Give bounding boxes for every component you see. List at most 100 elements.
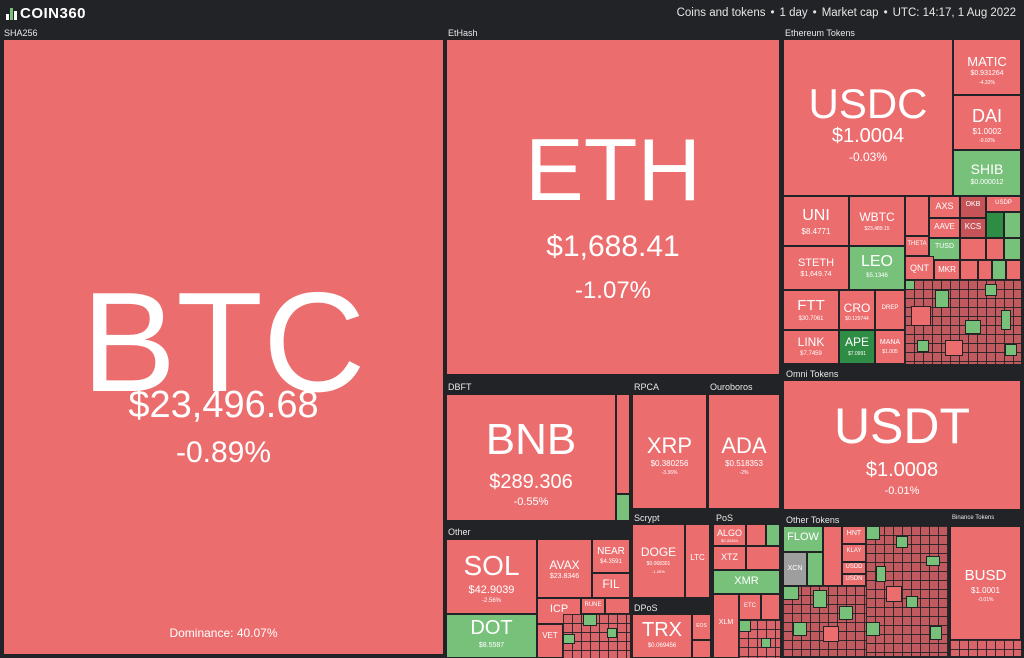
tile-small[interactable] (1006, 260, 1021, 280)
tile-small[interactable] (692, 640, 711, 658)
tile-small[interactable] (986, 238, 1004, 260)
tile-price: $1,688.41 (546, 230, 680, 263)
tile-price: $1,649.74 (800, 271, 832, 278)
tile-flow[interactable]: FLOW (783, 526, 823, 552)
tile-small[interactable] (616, 394, 630, 494)
tile-usdp[interactable]: USDP (986, 196, 1021, 212)
tile-fil[interactable]: FIL (592, 573, 630, 598)
tile-price: $289.306 (489, 471, 573, 493)
filter-metric[interactable]: Market cap (821, 7, 879, 19)
tile-small[interactable] (905, 196, 929, 236)
tile-mosaic-other[interactable] (563, 614, 630, 658)
tile-xlm[interactable]: XLM (713, 594, 739, 658)
tile-change: -3.36% (661, 470, 678, 476)
tile-xrp[interactable]: XRP $0.380256 -3.36% (632, 394, 707, 509)
tile-price: $0.518353 (725, 459, 763, 468)
tile-xtz[interactable]: XTZ (713, 546, 746, 570)
tile-etc[interactable]: ETC (739, 594, 761, 620)
tile-avax[interactable]: AVAX $23.8346 (537, 539, 592, 598)
tile-kcs[interactable]: KCS (960, 218, 986, 238)
tile-symbol: USDC (808, 80, 928, 127)
tile-small[interactable] (986, 212, 1004, 238)
tile-symbol: ICP (549, 603, 569, 615)
tile-cro[interactable]: CRO $0.129744 (839, 290, 875, 330)
tile-axs[interactable]: AXS (929, 196, 960, 218)
tile-tusd[interactable]: TUSD (929, 238, 960, 260)
tile-price: $23,489.15 (864, 226, 890, 232)
tile-ftt[interactable]: FTT $30.7061 (783, 290, 839, 330)
tile-hnt[interactable]: HNT (842, 526, 866, 544)
tile-mkr[interactable]: MKR (934, 260, 960, 280)
tile-small[interactable] (960, 260, 978, 280)
tile-dai[interactable]: DAI $1.0002 -0.02% (953, 95, 1021, 150)
tile-small[interactable] (605, 598, 630, 614)
tile-xcn[interactable]: XCN (783, 552, 807, 586)
tile-link[interactable]: LINK $7.7459 (783, 330, 839, 364)
tile-usdc[interactable]: USDC $1.0004 -0.03% (783, 39, 953, 196)
tile-okb[interactable]: OKB (960, 196, 986, 218)
tile-steth[interactable]: STETH $1,649.74 (783, 246, 849, 290)
tile-small[interactable] (746, 524, 766, 546)
tile-leo[interactable]: LEO $5.1346 (849, 246, 905, 290)
tile-theta[interactable]: THETA (905, 236, 929, 256)
tile-small[interactable] (761, 594, 780, 620)
tile-eos[interactable]: EOS (692, 614, 711, 640)
sector-label-ethash: EtHash (448, 28, 478, 38)
tile-symbol: TUSD (934, 243, 955, 250)
tile-ada[interactable]: ADA $0.518353 -2% (708, 394, 780, 509)
tile-usdt[interactable]: USDT $1.0008 -0.01% (783, 380, 1021, 510)
tile-mosaic-other-tokens-left[interactable] (783, 586, 866, 656)
tile-small[interactable] (766, 524, 780, 546)
tile-price: $23.8346 (549, 573, 580, 580)
tile-algo[interactable]: ALGO $0.32454 (713, 524, 746, 546)
tile-eth[interactable]: ETH $1,688.41 -1.07% (446, 39, 780, 375)
tile-mosaic-ethereum-tokens[interactable] (905, 280, 1021, 364)
tile-small[interactable] (978, 260, 992, 280)
tile-rune[interactable]: RUNE (581, 598, 605, 614)
tile-aave[interactable]: AAVE (929, 218, 960, 238)
tile-mosaic-pos[interactable] (739, 620, 780, 658)
tile-vet[interactable]: VET (537, 624, 563, 658)
tile-drep[interactable]: DREP (875, 290, 905, 330)
tile-ape[interactable]: APE $7.0991 (839, 330, 875, 364)
tile-small[interactable] (1004, 212, 1021, 238)
tile-bnb[interactable]: BNB $289.306 -0.55% (446, 394, 616, 521)
tile-shib[interactable]: SHIB $0.000012 (953, 150, 1021, 196)
tile-qnt[interactable]: QNT (905, 256, 934, 280)
tile-matic[interactable]: MATIC $0.931264 -4.32% (953, 39, 1021, 95)
tile-small[interactable] (616, 494, 630, 521)
tile-klay[interactable]: KLAY (842, 544, 866, 562)
tile-usdn[interactable]: USDN (842, 574, 866, 586)
tile-xmr[interactable]: XMR (713, 570, 780, 594)
tile-small[interactable] (960, 238, 986, 260)
tile-usdd[interactable]: USDD (842, 562, 866, 574)
tile-uni[interactable]: UNI $8.4771 (783, 196, 849, 246)
tile-trx[interactable]: TRX $0.069456 (632, 614, 692, 658)
tile-ltc[interactable]: LTC (685, 524, 710, 598)
tile-small[interactable] (992, 260, 1006, 280)
filter-period[interactable]: 1 day (779, 7, 808, 19)
coin360-logo[interactable]: COIN360 (6, 5, 86, 22)
tile-price: $0.380256 (650, 459, 689, 468)
tile-dot[interactable]: DOT $8.5587 (446, 614, 537, 658)
tile-small[interactable] (1004, 238, 1021, 260)
tile-mosaic-other-tokens-right[interactable] (866, 526, 948, 656)
separator: • (770, 7, 775, 19)
tile-symbol: ETH (525, 120, 701, 219)
tile-busd[interactable]: BUSD $1.0001 -0.01% (950, 526, 1021, 640)
tile-near[interactable]: NEAR $4.3591 (592, 539, 630, 573)
tile-doge[interactable]: DOGE $0.068301 -1.26% (632, 524, 685, 598)
tile-symbol: AXS (935, 201, 954, 211)
tile-symbol: DOGE (640, 545, 677, 559)
tile-small[interactable] (823, 526, 842, 586)
filter-coins-tokens[interactable]: Coins and tokens (676, 7, 766, 19)
tile-small[interactable] (807, 552, 823, 586)
tile-small[interactable] (746, 546, 780, 570)
tile-mana[interactable]: MANA $1.005 (875, 330, 905, 364)
sector-label-other-tokens: Other Tokens (786, 515, 840, 525)
tile-sol[interactable]: SOL $42.9039 -2.56% (446, 539, 537, 614)
tile-btc[interactable]: BTC $23,496.68 -0.89% Dominance: 40.07% (3, 39, 444, 655)
tile-change: -1.26% (652, 569, 665, 574)
tile-wbtc[interactable]: WBTC $23,489.15 (849, 196, 905, 246)
tile-mosaic-binance-tokens[interactable] (950, 640, 1021, 656)
